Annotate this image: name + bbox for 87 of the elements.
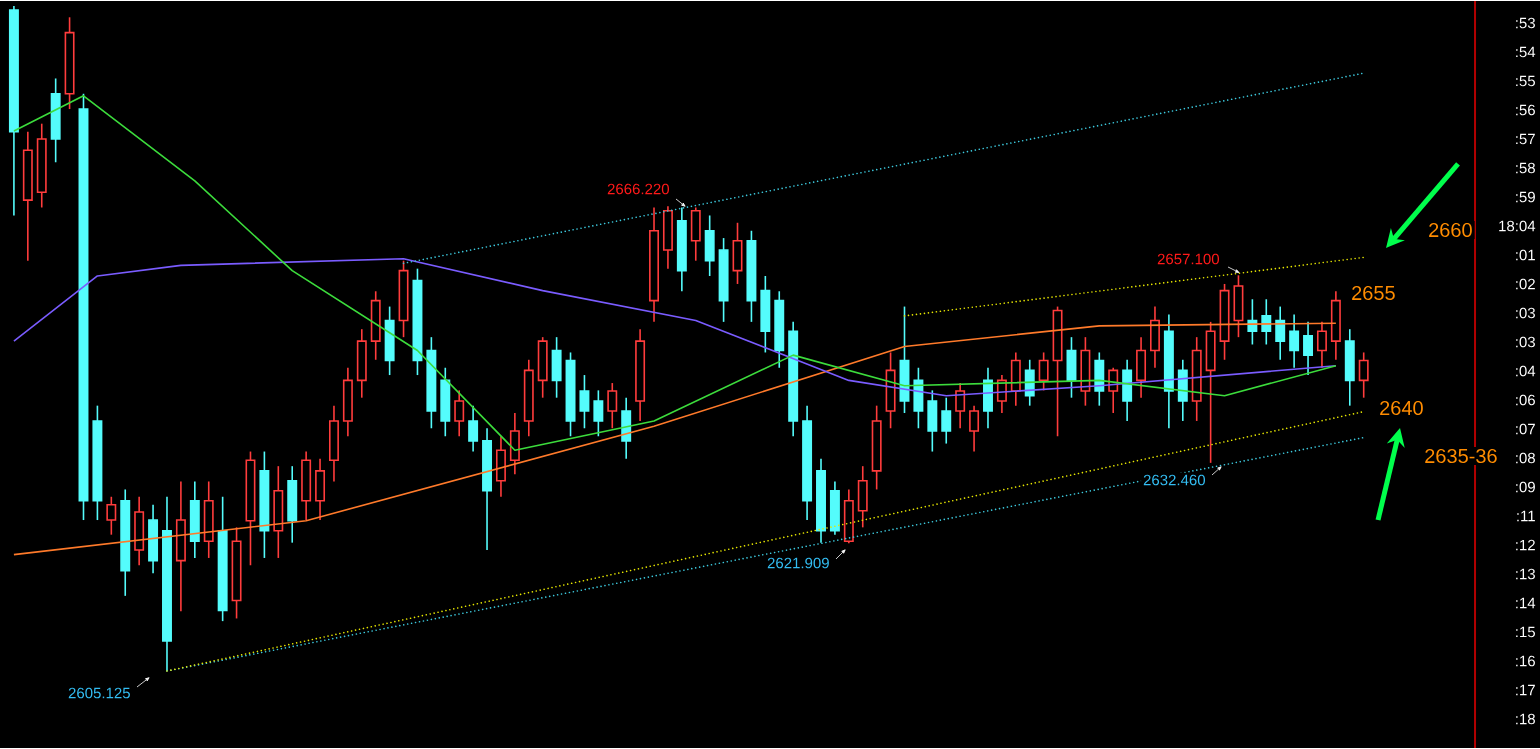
annotation: 2666.220 [607,183,669,195]
candlestick [802,404,813,521]
candlestick [495,435,506,498]
candlestick [259,450,270,559]
text: :01 [1516,249,1535,261]
candlestick [1316,321,1327,369]
candlestick [1136,336,1147,399]
text: :02 [1516,278,1535,290]
annotation: 2632.460 [1143,474,1206,486]
candlestick [148,503,159,575]
candlestick [162,495,172,672]
candlestick [203,480,214,559]
text: :17 [1516,684,1535,696]
candlestick [134,495,145,567]
candlestick [1150,305,1160,369]
candlestick [342,366,353,438]
candlestick [1122,358,1133,422]
text: :04 [1516,365,1536,377]
text: :08 [1516,452,1535,464]
text: :58 [1516,162,1535,174]
candlestick [22,130,33,262]
text: :03 [1516,336,1535,348]
candlestick [440,366,451,438]
candlestick [857,465,868,529]
annotation: 2655 [1352,285,1395,301]
candlestick [468,404,479,453]
text: :57 [1516,133,1535,145]
candlestick [1303,321,1314,376]
text: :18 [1516,713,1535,725]
candlestick [301,450,312,521]
text: :13 [1516,568,1535,580]
text: :54 [1516,46,1536,58]
candlestick [509,412,520,475]
candlestick [120,488,131,597]
candlestick [356,328,367,399]
candlestick [690,206,701,262]
candlestick [523,358,534,438]
candlestick [1289,313,1300,369]
candlestick [1358,351,1369,399]
candlestick [676,206,687,293]
text: :16 [1516,655,1535,667]
candlestick [1191,336,1202,422]
text: :14 [1516,597,1536,609]
text: :09 [1516,481,1535,493]
candlestick [662,205,673,270]
text: :07 [1516,423,1535,435]
candlestick [273,465,284,559]
text: :12 [1516,539,1535,551]
candlestick [941,396,952,445]
candlestick [635,328,646,422]
text: :06 [1516,394,1535,406]
candlestick [329,404,339,483]
text: 2605.125 [68,687,130,699]
candlestick [829,480,840,536]
candlestick [816,458,826,544]
text: :11 [1517,510,1535,522]
candlestick [1010,351,1021,407]
text: :59 [1516,191,1535,203]
candlestick [36,122,47,209]
text: :53 [1516,17,1535,29]
text: :15 [1516,626,1535,638]
candlestick [1163,313,1174,430]
text: :56 [1516,104,1535,116]
text: 2640 [1380,400,1423,416]
candlestick [482,427,493,551]
candlestick [788,321,799,438]
text: :55 [1516,75,1535,87]
candlestick [315,458,326,521]
candlestick [607,382,618,430]
candlestick [370,290,381,361]
annotation: 2657.100 [1157,253,1220,265]
annotation: 2621.909 [767,557,829,569]
candlestick [189,480,200,559]
candlestick [1275,305,1286,361]
candlestick [175,480,186,612]
candlestick [1330,290,1341,361]
candlestick [983,366,993,430]
candlestick [621,396,632,460]
text: 2635-36 [1425,448,1497,464]
candlestick [649,206,659,323]
candlestick [8,5,19,217]
text: :03 [1516,307,1535,319]
text: 18:04 [1499,220,1536,232]
candlestick [1344,328,1355,407]
text: 2660 [1429,222,1472,238]
candlestick [774,290,785,369]
candlestick [1177,358,1188,422]
